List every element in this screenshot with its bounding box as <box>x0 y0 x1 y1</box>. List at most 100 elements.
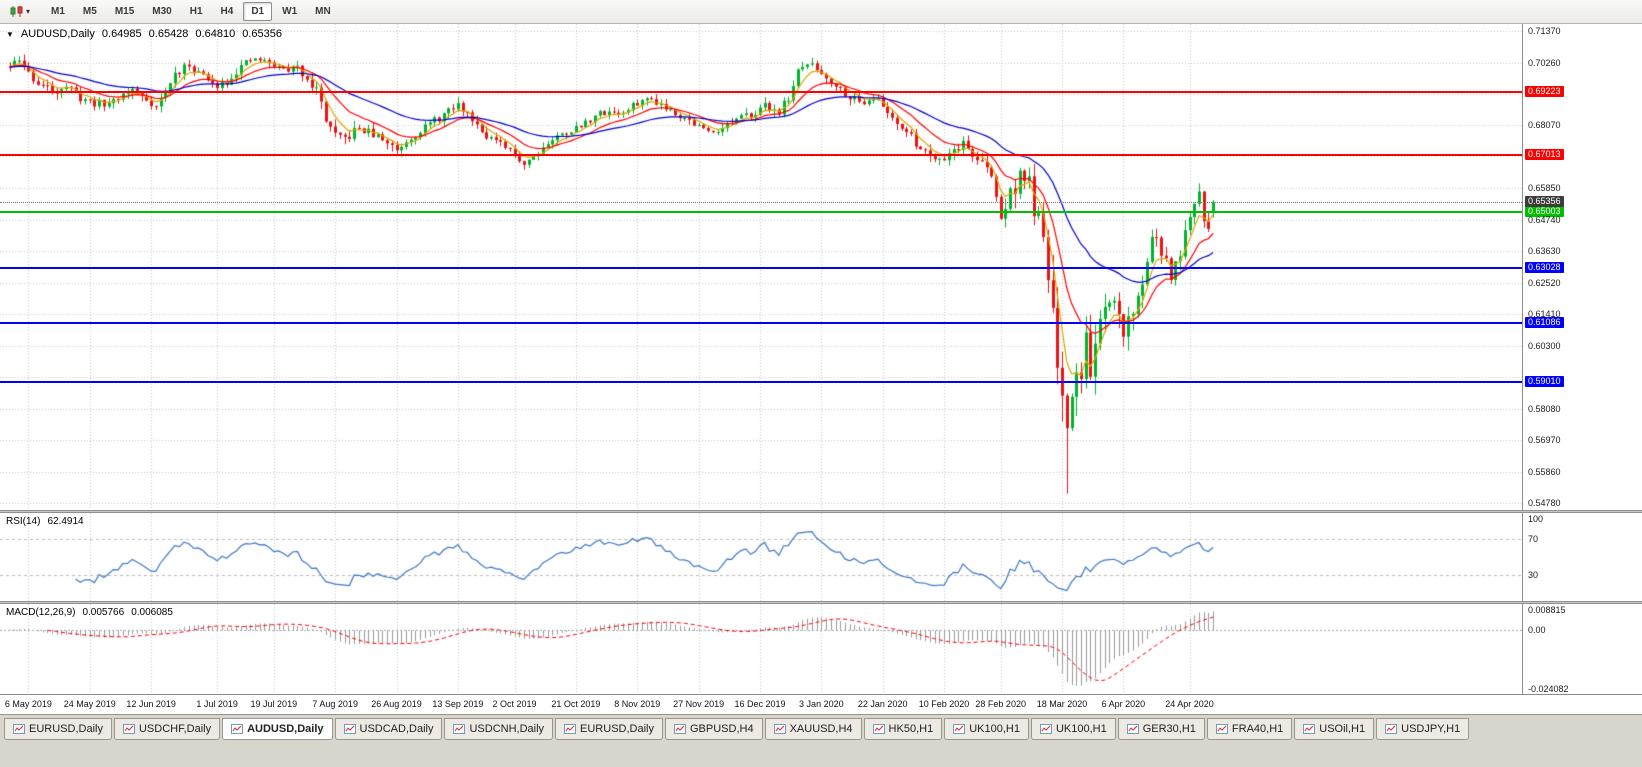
date-tick-label: 16 Dec 2019 <box>734 699 786 709</box>
price-tick-label: 0.61410 <box>1528 309 1561 320</box>
ohlc-open-value: 0.64985 <box>101 28 142 40</box>
rsi-tick-label: 70 <box>1528 534 1539 545</box>
top-toolbar: ▾ M1 M5 M15 M30 H1 H4 D1 W1 MN <box>0 0 1642 24</box>
chart-tab-eurusd-daily[interactable]: EURUSD,Daily <box>4 718 112 740</box>
price-line-0.65003[interactable] <box>0 211 1522 214</box>
main-chart-panel: ▼ AUDUSD,Daily 0.64985 0.65428 0.64810 0… <box>0 24 1642 510</box>
date-tick-label: 27 Nov 2019 <box>673 699 725 709</box>
tab-chart-icon <box>231 724 244 734</box>
symbol-dropdown-icon[interactable]: ▼ <box>6 29 14 39</box>
date-tick-label: 1 Jul 2019 <box>196 699 238 709</box>
date-tick-label: 21 Oct 2019 <box>551 699 601 709</box>
timeframe-button-m5[interactable]: M5 <box>82 6 97 17</box>
price-line-label-0.69223[interactable]: 0.69223 <box>1525 86 1564 98</box>
tab-chart-icon <box>773 724 786 734</box>
price-line-label-0.67013[interactable]: 0.67013 <box>1525 148 1564 160</box>
price-tick-label: 0.71370 <box>1528 26 1561 37</box>
price-tick-label: 0.55860 <box>1528 466 1561 477</box>
chart-tab-usdcad-daily[interactable]: USDCAD,Daily <box>334 718 443 740</box>
rsi-tick-label: 30 <box>1528 569 1539 580</box>
rsi-axis[interactable]: 100 70 30 <box>1522 513 1642 601</box>
chart-tab-ger30-h1[interactable]: GER30,H1 <box>1117 718 1205 740</box>
price-line-label-0.63028[interactable]: 0.63028 <box>1525 262 1564 274</box>
tab-label: USOil,H1 <box>1319 723 1366 735</box>
timeframe-button-m30[interactable]: M30 <box>152 6 172 17</box>
rsi-label: RSI(14) 62.4914 <box>6 516 84 527</box>
chart-tab-uk100-h1[interactable]: UK100,H1 <box>944 718 1029 740</box>
date-tick-label: 8 Nov 2019 <box>614 699 661 709</box>
timeframe-button-mn[interactable]: MN <box>315 6 331 17</box>
date-tick-label: 24 May 2019 <box>63 699 116 709</box>
chart-tab-xauusd-h4[interactable]: XAUUSD,H4 <box>764 718 862 740</box>
timeframe-button-m1[interactable]: M1 <box>51 6 65 17</box>
current-price-label: 0.65356 <box>1525 196 1564 208</box>
price-line-0.59010[interactable] <box>0 381 1522 384</box>
date-tick-label: 2 Oct 2019 <box>492 699 537 709</box>
price-line-0.61086[interactable] <box>0 322 1522 325</box>
chart-tab-usdjpy-h1[interactable]: USDJPY,H1 <box>1376 718 1470 740</box>
timeframe-button-w1[interactable]: W1 <box>282 6 298 17</box>
chart-symbol-label: AUDUSD,Daily <box>20 28 95 40</box>
price-tick-label: 0.54780 <box>1528 497 1561 508</box>
macd-axis[interactable]: 0.008815 0.00 -0.024082 <box>1522 604 1642 694</box>
chart-tab-audusd-daily[interactable]: AUDUSD,Daily <box>222 718 333 740</box>
chart-tab-gbpusd-h4[interactable]: GBPUSD,H4 <box>665 718 763 740</box>
macd-indicator-value: 0.005766 <box>82 607 125 618</box>
tab-chart-icon <box>122 724 135 734</box>
macd-label: MACD(12,26,9) 0.005766 0.006085 <box>6 607 173 618</box>
price-line-label-0.65003[interactable]: 0.65003 <box>1525 206 1564 218</box>
timeframe-button-d1[interactable]: D1 <box>243 2 273 21</box>
tab-chart-icon <box>1385 724 1398 734</box>
tab-chart-icon <box>453 724 466 734</box>
chart-type-button[interactable]: ▾ <box>5 3 34 20</box>
price-line-0.69223[interactable] <box>0 91 1522 94</box>
ohlc-high-value: 0.65428 <box>148 28 189 40</box>
timeframe-button-m15[interactable]: M15 <box>114 6 135 17</box>
chart-tab-hk50-h1[interactable]: HK50,H1 <box>863 718 943 740</box>
price-tick-label: 0.56970 <box>1528 435 1561 446</box>
price-tick-label: 0.60300 <box>1528 340 1561 351</box>
price-line-0.67013[interactable] <box>0 153 1522 156</box>
date-tick-label: 19 Jul 2019 <box>250 699 298 709</box>
macd-indicator-name: MACD(12,26,9) <box>6 607 76 618</box>
timeframe-button-h4[interactable]: H4 <box>220 6 234 17</box>
rsi-canvas[interactable] <box>0 513 1522 601</box>
macd-canvas[interactable] <box>0 604 1522 694</box>
chart-tab-fra40-h1[interactable]: FRA40,H1 <box>1206 718 1293 740</box>
panel-separator[interactable] <box>0 601 1642 604</box>
tab-label: USDCNH,Daily <box>469 723 545 735</box>
date-tick-label: 6 Apr 2020 <box>1101 699 1146 709</box>
price-line-0.63028[interactable] <box>0 267 1522 270</box>
date-axis[interactable]: 6 May 2019 24 May 2019 12 Jun 2019 1 Jul 20… <box>0 694 1642 714</box>
price-tick-label: 0.70260 <box>1528 57 1561 68</box>
main-price-axis[interactable]: 0.69223 0.67013 0.65003 0.63028 0.61086 0.590… <box>1522 24 1642 510</box>
chart-tab-usdcnh-daily[interactable]: USDCNH,Daily <box>444 718 554 740</box>
tab-label: GBPUSD,H4 <box>690 723 754 735</box>
chart-tab-uk100-h1[interactable]: UK100,H1 <box>1030 718 1116 740</box>
timeframe-button-h1[interactable]: H1 <box>189 6 203 17</box>
tab-chart-icon <box>872 724 885 734</box>
caret-down-icon: ▾ <box>26 7 31 16</box>
rsi-indicator-value: 62.4914 <box>47 516 84 527</box>
ohlc-low-value: 0.64810 <box>195 28 236 40</box>
panel-separator[interactable] <box>0 510 1642 513</box>
macd-panel: MACD(12,26,9) 0.005766 0.006085 0.008815… <box>0 604 1642 694</box>
price-line-label-0.61086[interactable]: 0.61086 <box>1525 317 1564 329</box>
date-tick-label: 13 Sep 2019 <box>432 699 484 709</box>
date-tick-label: 10 Feb 2020 <box>918 699 970 709</box>
tab-label: USDCHF,Daily <box>138 723 212 735</box>
tab-label: FRA40,H1 <box>1231 723 1284 735</box>
chart-tab-usdchf-daily[interactable]: USDCHF,Daily <box>113 718 221 740</box>
price-line-label-0.59010[interactable]: 0.59010 <box>1525 376 1564 388</box>
chart-stack: ▼ AUDUSD,Daily 0.64985 0.65428 0.64810 0… <box>0 24 1642 714</box>
macd-tick-label: -0.024082 <box>1528 684 1569 694</box>
chart-tab-usoil-h1[interactable]: USOil,H1 <box>1294 718 1375 740</box>
main-chart-canvas[interactable] <box>0 24 1522 510</box>
tab-chart-icon <box>674 724 686 734</box>
tab-label: GER30,H1 <box>1142 723 1196 735</box>
macd-tick-label: 0.00 <box>1528 624 1546 635</box>
tab-label: HK50,H1 <box>888 723 934 735</box>
tab-label: USDJPY,H1 <box>1401 723 1461 735</box>
date-tick-label: 12 Jun 2019 <box>126 699 176 709</box>
chart-tab-eurusd-daily[interactable]: EURUSD,Daily <box>555 718 663 740</box>
